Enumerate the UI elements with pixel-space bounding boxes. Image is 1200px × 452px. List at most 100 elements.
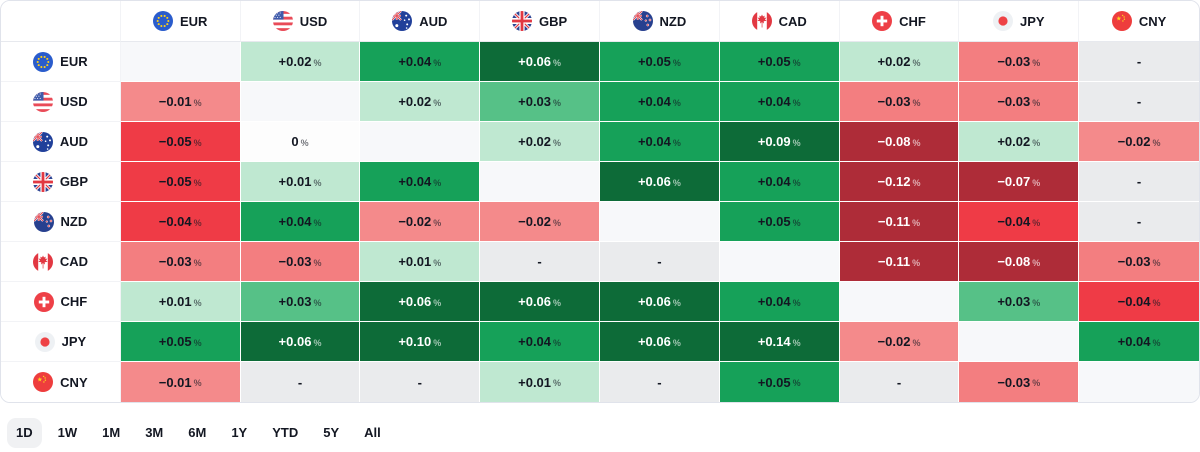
cell-cad-chf[interactable]: −0.11% [839,242,960,282]
cell-eur-cad[interactable]: +0.05% [719,42,840,82]
cell-cny-eur[interactable]: −0.01% [120,362,241,402]
cell-gbp-nzd[interactable]: +0.06% [600,162,720,202]
cell-jpy-cad[interactable]: +0.14% [719,322,840,362]
cell-eur-usd[interactable]: +0.02% [240,42,361,82]
cell-aud-usd[interactable]: 0% [240,122,361,162]
cell-gbp-aud[interactable]: +0.04% [360,162,481,202]
flag-cad-icon [751,11,772,31]
cell-value: −0.02 [1117,134,1151,149]
cell-cad-eur[interactable]: −0.03% [120,242,241,282]
range-button-1w[interactable]: 1W [49,418,87,448]
cell-jpy-gbp[interactable]: +0.04% [480,322,600,362]
cell-gbp-cny[interactable]: - [1079,162,1199,202]
cell-aud-chf[interactable]: −0.08% [839,122,960,162]
cell-cny-chf[interactable]: - [839,362,960,402]
cell-value: −0.03 [997,94,1031,109]
cell-usd-eur[interactable]: −0.01% [120,82,241,122]
cell-cny-nzd[interactable]: - [600,362,720,402]
cell-chf-eur[interactable]: +0.01% [120,282,241,322]
cell-chf-aud[interactable]: +0.06% [360,282,481,322]
cell-eur-gbp[interactable]: +0.06% [480,42,600,82]
cell-usd-jpy[interactable]: −0.03% [959,82,1080,122]
cell-gbp-cad[interactable]: +0.04% [719,162,840,202]
cell-jpy-nzd[interactable]: +0.06% [600,322,720,362]
cell-eur-cny[interactable]: - [1079,42,1199,82]
range-button-5y[interactable]: 5Y [314,418,348,448]
cell-nzd-cad[interactable]: +0.05% [719,202,840,242]
cell-value: +0.04 [398,54,432,69]
cell-cny-jpy[interactable]: −0.03% [959,362,1080,402]
cell-cny-cad[interactable]: +0.05% [719,362,840,402]
range-button-all[interactable]: All [355,418,390,448]
cell-chf-nzd[interactable]: +0.06% [600,282,720,322]
column-header-cad: CAD [719,1,840,42]
cell-gbp-jpy[interactable]: −0.07% [959,162,1080,202]
cell-aud-cad[interactable]: +0.09% [719,122,840,162]
cell-cad-usd[interactable]: −0.03% [240,242,361,282]
cell-aud-jpy[interactable]: +0.02% [959,122,1080,162]
cell-chf-jpy[interactable]: +0.03% [959,282,1080,322]
cell-cad-jpy[interactable]: −0.08% [959,242,1080,282]
cell-cad-nzd[interactable]: - [600,242,720,282]
cell-usd-cny[interactable]: - [1079,82,1199,122]
cell-chf-usd[interactable]: +0.03% [240,282,361,322]
range-button-1y[interactable]: 1Y [222,418,256,448]
cell-jpy-usd[interactable]: +0.06% [240,322,361,362]
cell-chf-cny[interactable]: −0.04% [1079,282,1199,322]
cell-cny-aud[interactable]: - [360,362,481,402]
flag-usd-icon [272,11,293,31]
cell-cny-gbp[interactable]: +0.01% [480,362,600,402]
cell-eur-aud[interactable]: +0.04% [360,42,481,82]
cell-cad-gbp[interactable]: - [480,242,600,282]
cell-cad-aud[interactable]: +0.01% [360,242,481,282]
cell-usd-nzd[interactable]: +0.04% [600,82,720,122]
cell-chf-cad[interactable]: +0.04% [719,282,840,322]
cell-nzd-gbp[interactable]: −0.02% [480,202,600,242]
cell-jpy-aud[interactable]: +0.10% [360,322,481,362]
percent-suffix: % [1032,297,1041,308]
cell-aud-nzd[interactable]: +0.04% [600,122,720,162]
flag-chf-icon [33,291,54,312]
range-button-3m[interactable]: 3M [136,418,172,448]
cell-chf-gbp[interactable]: +0.06% [480,282,600,322]
column-header-nzd: NZD [600,1,720,42]
cell-value: +0.02 [518,134,552,149]
cell-jpy-eur[interactable]: +0.05% [120,322,241,362]
cell-aud-eur[interactable]: −0.05% [120,122,241,162]
cell-nzd-cny[interactable]: - [1079,202,1199,242]
cell-usd-chf[interactable]: −0.03% [839,82,960,122]
cell-nzd-aud[interactable]: −0.02% [360,202,481,242]
cell-jpy-chf[interactable]: −0.02% [839,322,960,362]
cell-aud-gbp[interactable]: +0.02% [480,122,600,162]
cell-nzd-eur[interactable]: −0.04% [120,202,241,242]
cell-aud-cny[interactable]: −0.02% [1079,122,1199,162]
percent-suffix: % [672,177,681,188]
range-button-1m[interactable]: 1M [93,418,129,448]
range-button-ytd[interactable]: YTD [263,418,307,448]
cell-usd-gbp[interactable]: +0.03% [480,82,600,122]
cell-usd-aud[interactable]: +0.02% [360,82,481,122]
cell-gbp-chf[interactable]: −0.12% [839,162,960,202]
percent-suffix: % [792,378,801,388]
cell-eur-nzd[interactable]: +0.05% [600,42,720,82]
cell-gbp-usd[interactable]: +0.01% [240,162,361,202]
flag-eur-icon [33,51,54,72]
cell-nzd-chf[interactable]: −0.11% [839,202,960,242]
cell-cny-usd[interactable]: - [240,362,361,402]
cell-eur-chf[interactable]: +0.02% [839,42,960,82]
range-button-6m[interactable]: 6M [179,418,215,448]
cell-nzd-jpy[interactable]: −0.04% [959,202,1080,242]
cell-eur-jpy[interactable]: −0.03% [959,42,1080,82]
cell-value: +0.01 [518,374,552,390]
cell-jpy-cny[interactable]: +0.04% [1079,322,1199,362]
cell-value: +0.04 [278,214,312,229]
row-header-nzd: NZD [1,202,121,242]
cell-nzd-usd[interactable]: +0.04% [240,202,361,242]
cell-value: −0.01 [158,94,192,109]
cell-gbp-eur[interactable]: −0.05% [120,162,241,202]
cell-cad-cny[interactable]: −0.03% [1079,242,1199,282]
cell-usd-cad[interactable]: +0.04% [719,82,840,122]
percent-suffix: % [912,97,921,108]
range-button-1d[interactable]: 1D [7,418,42,448]
